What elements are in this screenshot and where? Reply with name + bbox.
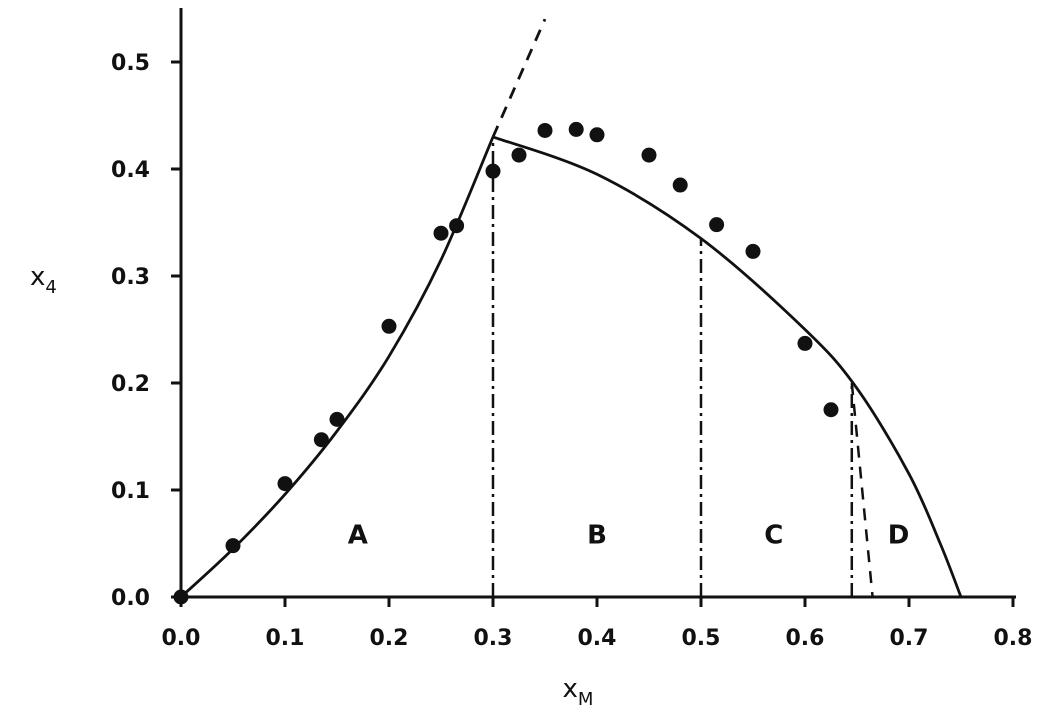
data-point [381, 318, 397, 334]
region-boundary-line [850, 382, 874, 598]
x-tick-label: 0.5 [682, 626, 721, 651]
y-tick-label: 0.2 [111, 372, 150, 397]
x-tick-label: 0.1 [266, 626, 305, 651]
curve-lines [180, 18, 963, 599]
region-label: B [587, 521, 607, 551]
y-ticks: 0.0 0.1 0.2 0.3 0.4 0.5 [111, 51, 181, 611]
x-tick-label: 0.7 [890, 626, 929, 651]
extrapolation-dashed-line [491, 18, 547, 138]
x-tick-label: 0.4 [578, 626, 617, 651]
x-tick-label: 0.8 [994, 626, 1033, 651]
x-axis-title: xM [563, 674, 594, 710]
data-point [537, 122, 553, 138]
y-tick-label: 0.4 [111, 158, 150, 183]
data-point [568, 121, 584, 137]
data-point [511, 147, 527, 163]
data-point [313, 432, 329, 448]
data-point [225, 538, 241, 554]
data-points [173, 121, 839, 605]
x-tick-label: 0.3 [474, 626, 513, 651]
y-tick-label: 0.0 [111, 586, 150, 611]
model-curve-line [180, 136, 495, 599]
boundary-lines [491, 136, 874, 598]
data-point [433, 225, 449, 241]
model-curve-line [492, 135, 963, 598]
y-tick-label: 0.5 [111, 51, 150, 76]
data-point [672, 177, 688, 193]
x-tick-label: 0.0 [162, 626, 201, 651]
data-point [589, 127, 605, 143]
data-point [797, 335, 813, 351]
x-tick-label: 0.6 [786, 626, 825, 651]
data-point [173, 589, 189, 605]
data-point [823, 402, 839, 418]
region-label: C [764, 521, 783, 551]
region-label: A [348, 521, 368, 551]
data-point [329, 411, 345, 427]
y-tick-label: 0.3 [111, 265, 150, 290]
region-labels: A B C D [348, 521, 910, 551]
x-tick-label: 0.2 [370, 626, 409, 651]
data-point [641, 147, 657, 163]
data-point [277, 476, 293, 492]
data-point [449, 218, 465, 234]
data-point [709, 217, 725, 233]
y-tick-label: 0.1 [111, 479, 150, 504]
x-ticks: 0.0 0.1 0.2 0.3 0.4 0.5 0.6 0.7 0.8 [162, 597, 1033, 651]
y-axis-title: x4 [30, 262, 57, 298]
data-point [745, 243, 761, 259]
region-label: D [888, 521, 910, 551]
data-point [485, 163, 501, 179]
